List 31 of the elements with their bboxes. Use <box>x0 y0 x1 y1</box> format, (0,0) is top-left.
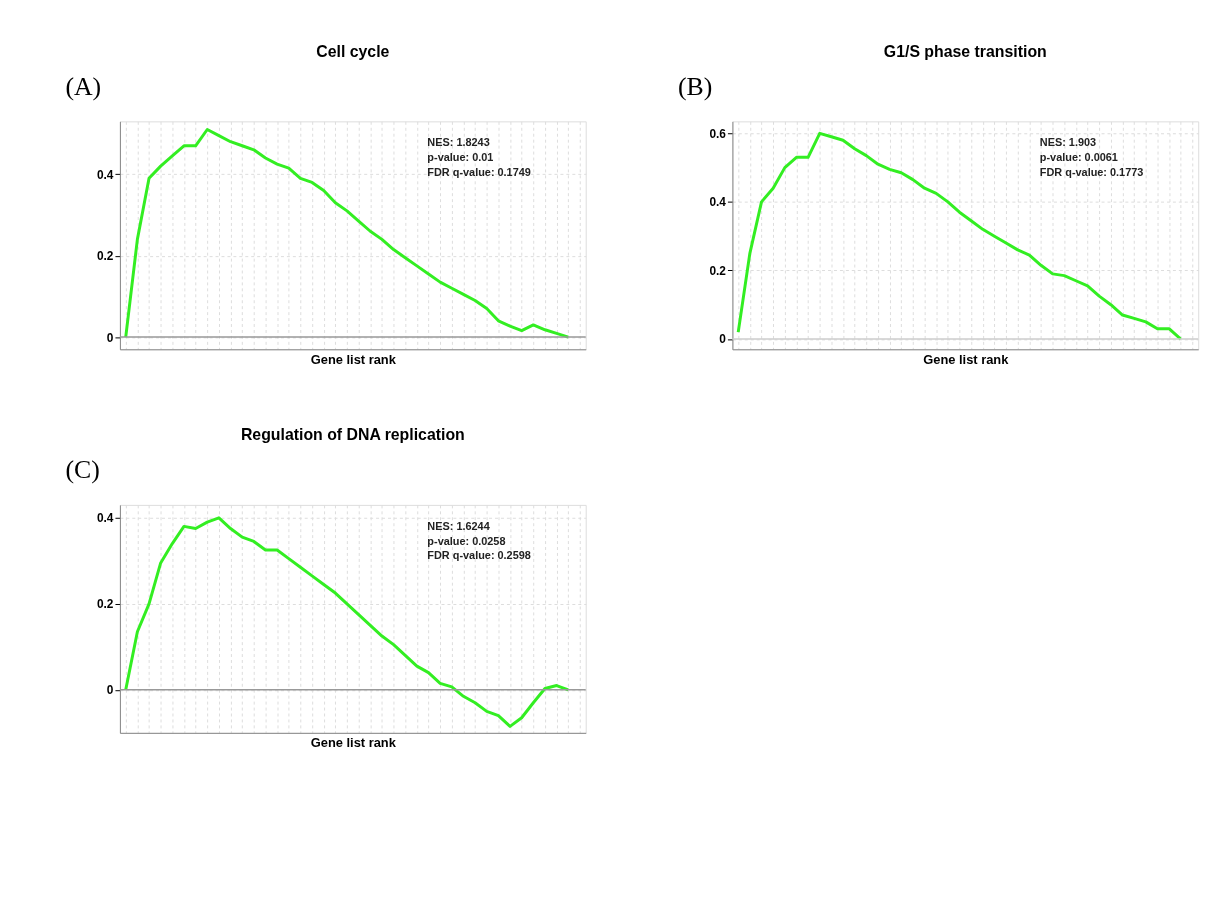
annotation: NES: 1.6244 <box>427 519 490 532</box>
x-axis-title: Gene list rank <box>310 735 397 751</box>
line-series <box>124 128 570 339</box>
y-tick-label: 0.4 <box>96 167 114 182</box>
annotation: NES: 1.903 <box>1039 136 1097 149</box>
text: (B) <box>677 71 713 101</box>
y-tick-label: 0.2 <box>96 597 114 612</box>
chart-title: G1/S phase transition <box>883 42 1047 60</box>
y-tick-label: 0 <box>106 683 114 698</box>
line-series <box>736 131 1183 341</box>
y-tick-label: 0 <box>719 332 727 347</box>
line-series <box>124 516 570 728</box>
y-tick-label: 0.6 <box>709 126 727 141</box>
annotation: p-value: 0.01 <box>427 150 494 163</box>
y-tick-label: 0.4 <box>96 511 114 526</box>
annotation: p-value: 0.0061 <box>1039 150 1118 163</box>
text: (A) <box>65 71 102 101</box>
chart-title: Cell cycle <box>316 42 390 60</box>
annotation: FDR q-value: 0.1773 <box>1039 165 1144 178</box>
chart-title: Regulation of DNA replication <box>240 426 465 444</box>
y-tick-label: 0 <box>106 330 114 345</box>
annotation: NES: 1.8243 <box>427 136 490 149</box>
y-tick-label: 0.2 <box>96 249 114 264</box>
annotation: FDR q-value: 0.1749 <box>427 165 531 178</box>
x-axis-title: Gene list rank <box>923 351 1010 367</box>
y-tick-label: 0.4 <box>709 195 727 210</box>
annotation: FDR q-value: 0.2598 <box>427 549 531 562</box>
annotation: p-value: 0.0258 <box>427 534 506 547</box>
text: (C) <box>65 455 100 485</box>
y-tick-label: 0.2 <box>709 263 727 278</box>
x-axis-title: Gene list rank <box>310 351 397 367</box>
